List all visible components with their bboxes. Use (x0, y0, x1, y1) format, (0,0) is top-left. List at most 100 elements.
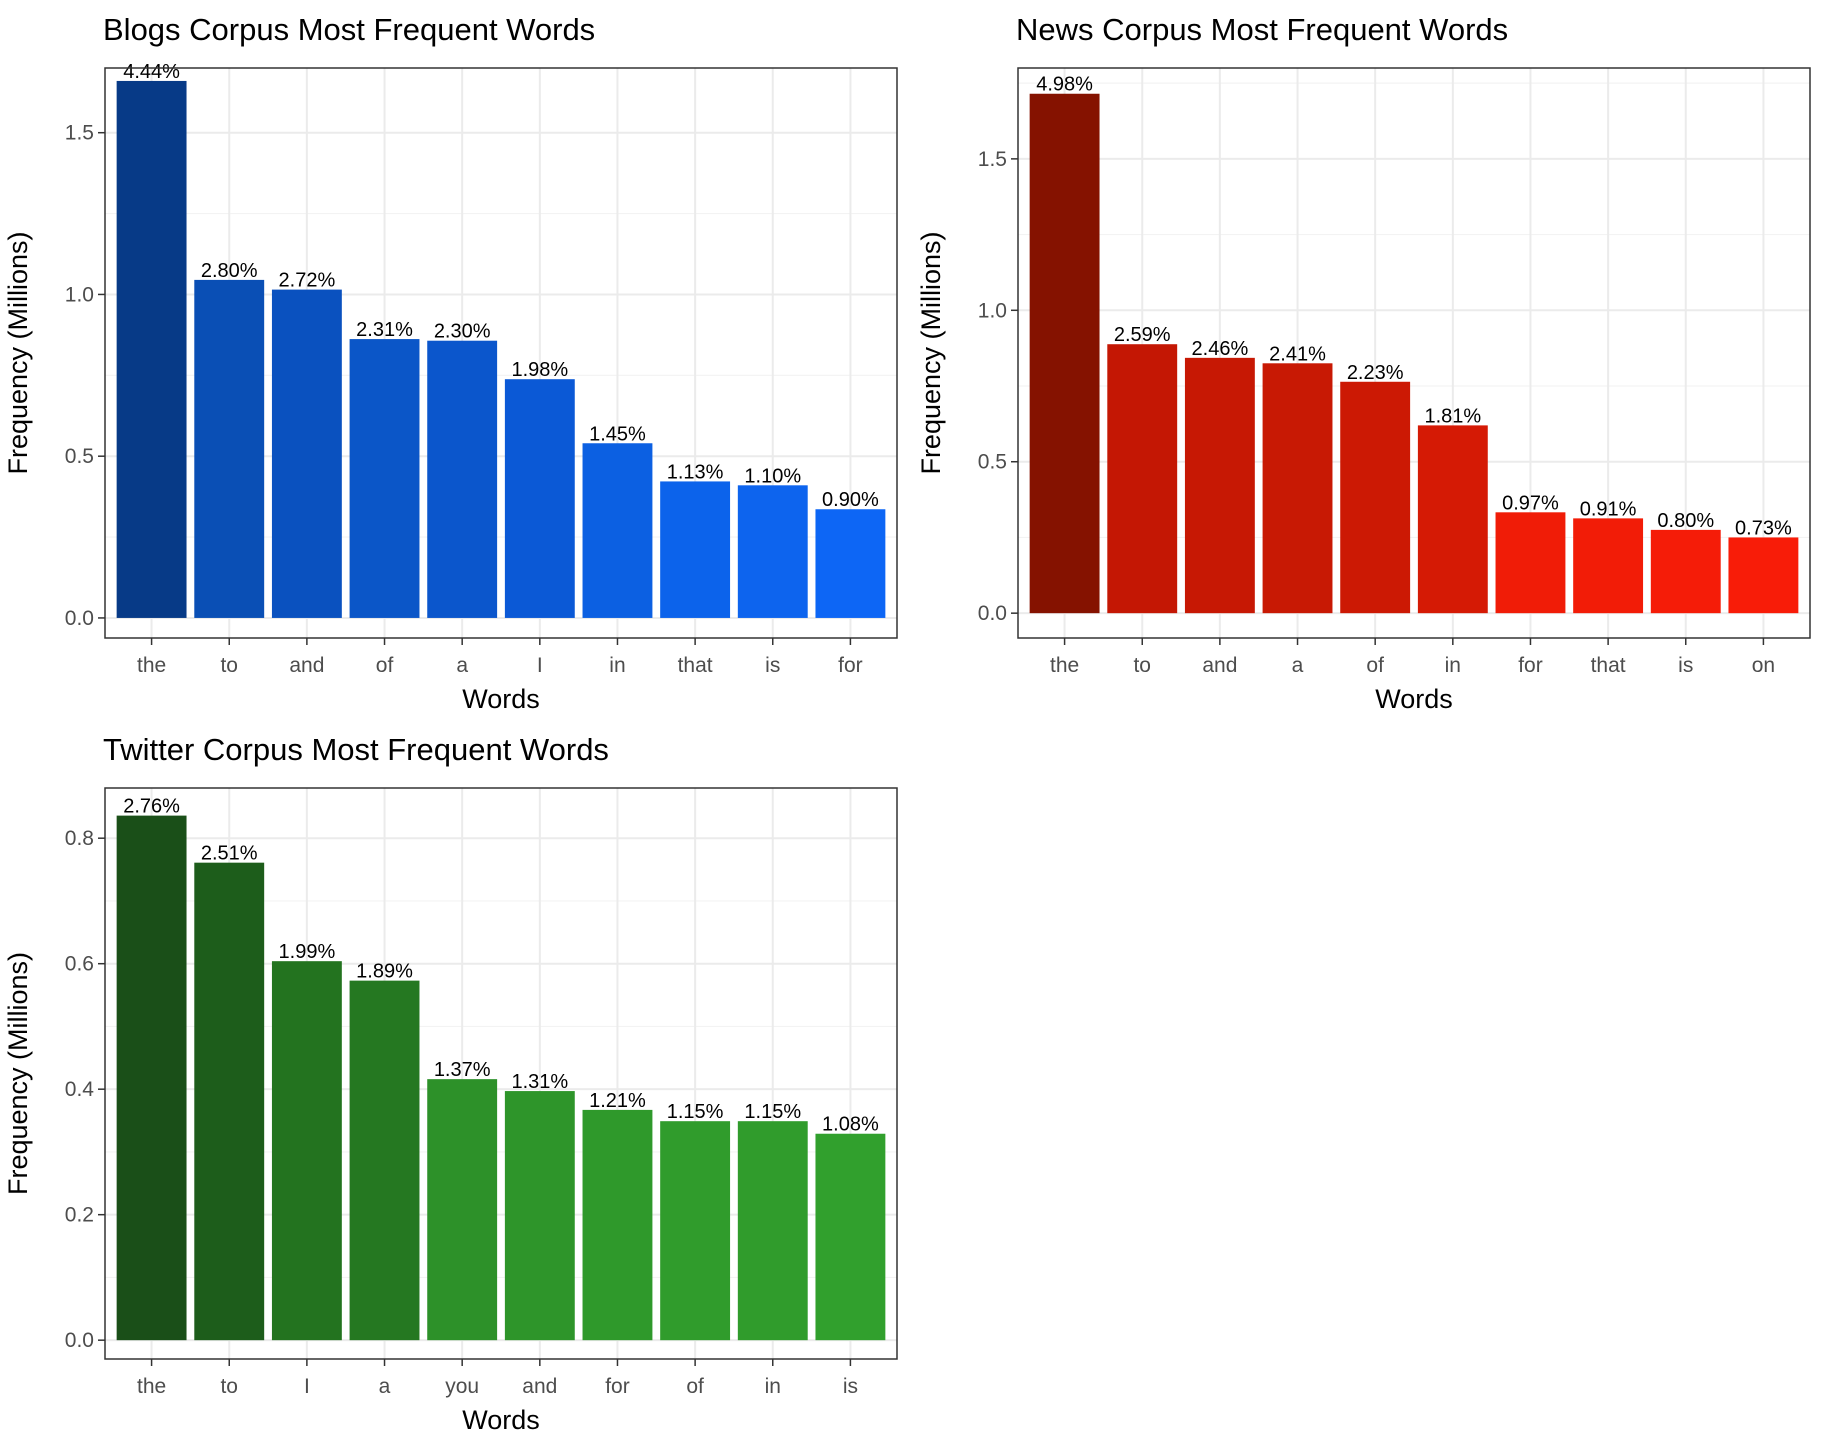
bar-value-label: 4.98% (1036, 74, 1093, 96)
x-tick-label: and (1202, 654, 1237, 677)
bar-value-label: 1.98% (511, 359, 568, 381)
bar-value-label: 1.08% (822, 1114, 879, 1136)
bar-value-label: 1.15% (744, 1101, 801, 1123)
x-tick-label: a (456, 654, 468, 677)
x-tick-label: that (1591, 654, 1626, 677)
x-tick-label: of (686, 1375, 704, 1398)
bar-I (504, 379, 575, 618)
bar-value-label: 0.90% (822, 489, 879, 511)
bar-value-label: 1.13% (667, 461, 724, 483)
bar-value-label: 1.45% (589, 423, 646, 445)
bar-value-label: 1.31% (511, 1071, 568, 1093)
bar-a (1262, 363, 1333, 614)
news-chart: 4.98% 2.59% 2.46% 2.41% 2.23% 1.81% 0.97% 0.91%… (916, 12, 1811, 714)
bar-for (1495, 512, 1566, 614)
chart-title: News Corpus Most Frequent Words (1016, 12, 1508, 47)
bar-value-label: 1.81% (1424, 405, 1481, 427)
bar-value-label: 2.31% (356, 319, 413, 341)
bar-and (1184, 357, 1255, 614)
bar-value-label: 1.15% (667, 1101, 724, 1123)
bar-and (504, 1091, 575, 1341)
bar-value-label: 2.23% (1347, 362, 1404, 384)
x-tick-label: for (605, 1375, 630, 1398)
x-tick-label: in (1445, 654, 1461, 677)
x-tick-label: and (522, 1375, 557, 1398)
x-tick-label: in (765, 1375, 781, 1398)
bar-I (271, 961, 342, 1341)
bar-is (737, 485, 808, 618)
x-tick-label: is (1678, 654, 1693, 677)
plot-frame (104, 67, 898, 639)
x-tick-label: to (220, 1375, 238, 1398)
y-tick-label: 1.0 (978, 299, 1007, 322)
x-tick-label: and (289, 654, 324, 677)
plot-frame (1017, 67, 1811, 639)
x-tick-label: a (379, 1375, 391, 1398)
y-tick-label: 0.0 (65, 607, 94, 630)
bar-value-label: 2.46% (1192, 338, 1249, 360)
bar-value-label: 0.97% (1502, 492, 1559, 514)
x-tick-label: is (765, 654, 780, 677)
bar-value-label: 4.44% (123, 61, 180, 83)
bar-to (194, 862, 265, 1341)
y-tick-label: 0.8 (65, 827, 94, 850)
x-tick-label: for (1518, 654, 1543, 677)
y-axis-title: Frequency (Millions) (3, 952, 33, 1195)
x-tick-label: to (220, 654, 238, 677)
bar-the (116, 80, 187, 618)
x-tick-label: to (1133, 654, 1151, 677)
bar-value-label: 0.73% (1735, 517, 1792, 539)
bar-value-label: 1.99% (279, 941, 336, 963)
x-tick-label: of (376, 654, 394, 677)
x-tick-label: of (1366, 654, 1384, 677)
bar-value-label: 2.76% (123, 796, 180, 818)
x-tick-label: you (445, 1375, 479, 1398)
bar-value-label: 0.91% (1580, 498, 1637, 520)
y-tick-label: 0.6 (65, 953, 94, 976)
bar-is (815, 1133, 886, 1341)
bar-of (1340, 381, 1411, 614)
bar-value-label: 2.80% (201, 260, 258, 282)
bar-in (582, 443, 653, 618)
bar-that (1573, 518, 1644, 614)
bar-is (1650, 529, 1721, 614)
y-axis-title: Frequency (Millions) (3, 231, 33, 474)
bar-to (1107, 344, 1178, 614)
bar-value-label: 1.37% (434, 1059, 491, 1081)
bar-value-label: 1.10% (744, 465, 801, 487)
y-tick-label: 0.4 (65, 1078, 95, 1101)
bar-the (1029, 93, 1100, 614)
x-tick-label: that (678, 654, 713, 677)
x-axis-title: Words (1375, 684, 1453, 714)
bar-in (1417, 425, 1488, 614)
bar-of (349, 339, 420, 618)
y-tick-label: 0.2 (65, 1204, 94, 1227)
bar-value-label: 1.89% (356, 961, 413, 983)
y-tick-label: 1.5 (65, 122, 94, 145)
x-tick-label: the (1050, 654, 1079, 677)
bar-value-label: 1.21% (589, 1090, 646, 1112)
bar-value-label: 2.59% (1114, 324, 1171, 346)
bar-you (427, 1079, 498, 1341)
y-tick-label: 0.0 (65, 1329, 94, 1352)
twitter-chart: 2.76% 2.51% 1.99% 1.89% 1.37% 1.31% 1.21% 1.15%… (3, 732, 898, 1435)
bar-for (815, 509, 886, 618)
chart-title: Blogs Corpus Most Frequent Words (103, 12, 595, 47)
x-tick-label: I (304, 1375, 310, 1398)
x-axis-title: Words (462, 684, 540, 714)
bar-value-label: 2.72% (279, 270, 336, 292)
blogs-chart: 4.44% 2.80% 2.72% 2.31% 2.30% 1.98% 1.45% 1.13%… (3, 12, 898, 714)
chart-title: Twitter Corpus Most Frequent Words (103, 732, 609, 767)
bar-in (737, 1121, 808, 1341)
x-tick-label: a (1292, 654, 1304, 677)
bar-that (660, 481, 731, 618)
bar-of (660, 1121, 731, 1341)
x-tick-label: is (843, 1375, 858, 1398)
plot-frame (104, 787, 898, 1360)
bar-on (1728, 537, 1799, 614)
y-tick-label: 0.0 (978, 602, 1007, 625)
y-axis-title: Frequency (Millions) (916, 231, 946, 474)
bar-value-label: 2.41% (1269, 343, 1326, 365)
y-tick-label: 1.0 (65, 283, 94, 306)
